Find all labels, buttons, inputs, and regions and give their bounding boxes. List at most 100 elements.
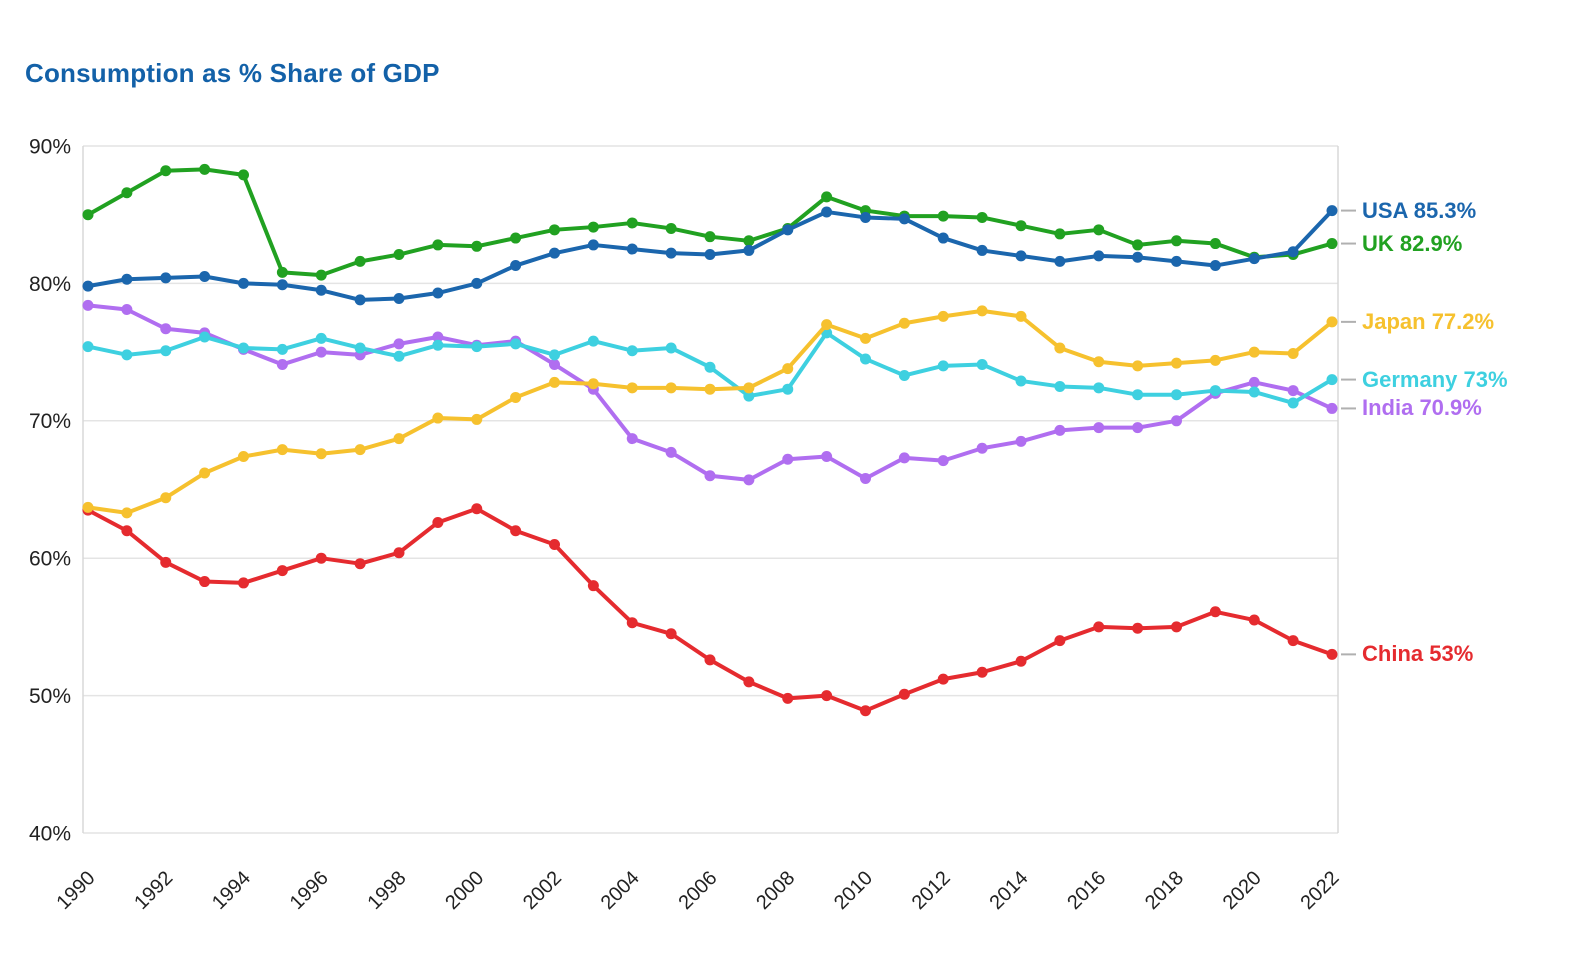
- data-point-uk: [1326, 238, 1338, 250]
- data-point-germany: [549, 349, 560, 361]
- x-tick-label: 2006: [675, 867, 722, 914]
- data-point-india: [432, 331, 444, 343]
- data-point-usa: [549, 247, 560, 259]
- data-point-uk: [238, 169, 249, 181]
- series-end-label-uk: UK 82.9%: [1362, 230, 1463, 256]
- data-point-uk: [1171, 235, 1182, 247]
- data-point-germany: [587, 335, 599, 347]
- data-point-germany: [393, 350, 405, 362]
- x-tick-label: 1992: [130, 867, 177, 914]
- data-point-germany: [276, 343, 288, 355]
- data-point-india: [1054, 424, 1066, 436]
- data-point-uk: [1015, 220, 1027, 232]
- data-point-uk: [510, 232, 522, 244]
- data-point-japan: [821, 319, 833, 331]
- data-point-india: [315, 346, 327, 358]
- series-end-label-germany: Germany 73%: [1362, 366, 1508, 392]
- series-line-japan: [86, 308, 1334, 515]
- x-tick-label: 2018: [1141, 867, 1188, 914]
- series-end-label-usa: USA 85.3%: [1362, 197, 1477, 223]
- data-point-uk: [704, 231, 716, 243]
- data-point-china: [587, 580, 599, 592]
- data-point-usa: [860, 211, 871, 223]
- data-point-uk: [587, 221, 599, 233]
- data-point-uk: [665, 222, 677, 234]
- data-point-japan: [1248, 346, 1260, 358]
- data-point-china: [898, 688, 910, 700]
- data-point-germany: [471, 341, 483, 353]
- data-point-india: [1132, 422, 1144, 434]
- data-point-china: [1209, 606, 1221, 618]
- data-point-japan: [1171, 357, 1182, 369]
- data-point-japan: [587, 378, 599, 390]
- data-point-germany: [510, 338, 522, 350]
- data-point-usa: [626, 243, 638, 255]
- data-point-uk: [549, 224, 560, 236]
- data-point-uk: [821, 191, 833, 203]
- data-point-india: [626, 433, 638, 445]
- data-point-usa: [782, 224, 794, 236]
- data-point-uk: [276, 266, 288, 278]
- data-point-india: [160, 323, 172, 335]
- data-point-india: [976, 442, 988, 454]
- data-point-japan: [1287, 347, 1299, 359]
- data-point-china: [160, 556, 172, 568]
- data-point-usa: [432, 287, 444, 299]
- data-point-germany: [665, 342, 677, 354]
- data-point-china: [199, 576, 211, 588]
- data-point-japan: [238, 451, 249, 463]
- data-point-india: [1287, 385, 1299, 397]
- data-point-germany: [976, 358, 988, 370]
- data-point-usa: [898, 213, 910, 225]
- data-point-usa: [937, 232, 949, 244]
- data-point-uk: [121, 187, 133, 199]
- data-point-uk: [1132, 239, 1144, 251]
- data-point-china: [510, 525, 522, 537]
- series-end-label-japan: Japan 77.2%: [1362, 308, 1495, 334]
- data-point-usa: [1248, 253, 1260, 265]
- data-point-india: [1093, 422, 1105, 434]
- y-tick-label: 50%: [29, 685, 71, 708]
- data-point-uk: [1093, 224, 1105, 236]
- data-point-germany: [1015, 375, 1027, 387]
- data-point-china: [238, 577, 249, 589]
- data-point-china: [821, 690, 833, 702]
- data-point-usa: [587, 239, 599, 251]
- data-point-india: [121, 304, 133, 316]
- series-line-china: [86, 506, 1334, 713]
- data-point-india: [898, 452, 910, 464]
- data-point-uk: [626, 217, 638, 229]
- data-point-uk: [743, 235, 755, 247]
- data-point-china: [743, 676, 755, 688]
- data-point-india: [860, 473, 871, 485]
- data-point-uk: [393, 249, 405, 261]
- series-end-label-india: India 70.9%: [1362, 395, 1482, 421]
- data-point-japan: [743, 382, 755, 394]
- data-point-japan: [860, 332, 871, 344]
- data-point-japan: [1093, 356, 1105, 368]
- data-point-china: [665, 628, 677, 640]
- data-point-japan: [160, 492, 172, 504]
- data-point-usa: [354, 294, 366, 306]
- data-point-india: [937, 455, 949, 467]
- data-point-india: [393, 338, 405, 350]
- x-tick-label: 1994: [208, 867, 255, 914]
- data-point-uk: [354, 255, 366, 267]
- data-point-usa: [160, 272, 172, 284]
- data-point-china: [1326, 648, 1338, 660]
- data-point-germany: [1093, 382, 1105, 394]
- data-point-japan: [121, 507, 133, 519]
- data-point-usa: [471, 277, 483, 289]
- data-point-china: [1054, 635, 1066, 647]
- data-point-india: [821, 451, 833, 463]
- data-point-usa: [82, 280, 94, 292]
- data-point-india: [1248, 376, 1260, 388]
- data-point-china: [626, 617, 638, 629]
- data-point-india: [82, 299, 94, 311]
- x-tick-label: 1998: [364, 867, 411, 914]
- data-point-germany: [1326, 374, 1338, 386]
- data-point-india: [782, 453, 794, 465]
- data-point-germany: [860, 353, 871, 365]
- data-point-japan: [510, 391, 522, 403]
- data-point-usa: [276, 279, 288, 291]
